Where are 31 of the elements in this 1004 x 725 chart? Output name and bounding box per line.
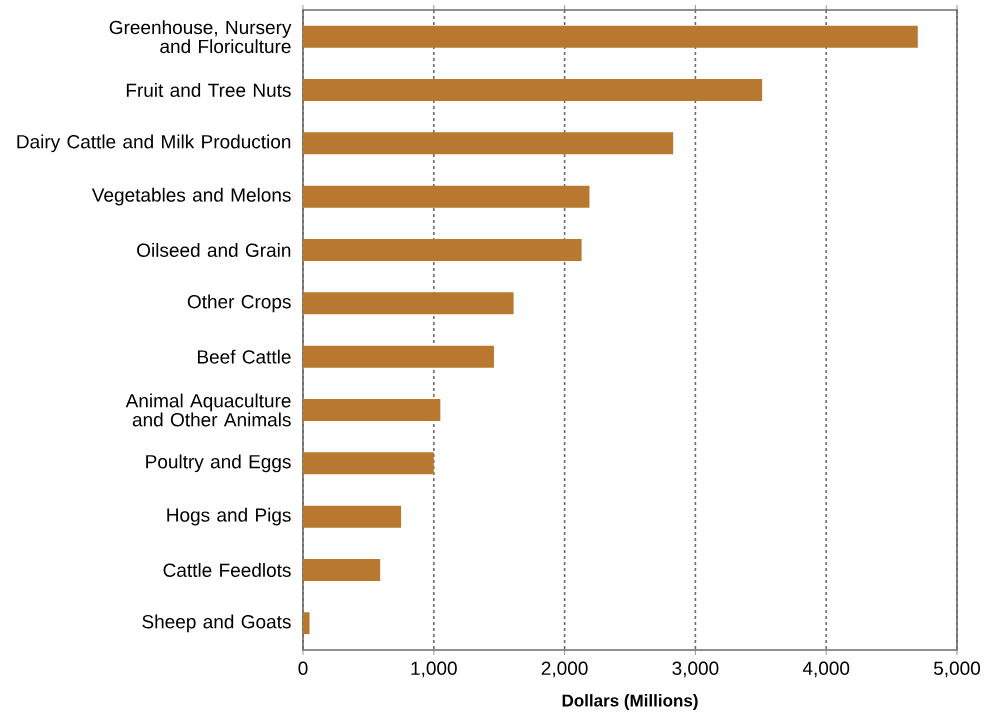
x-tick-label: 3,000 [672, 661, 719, 678]
y-tick-label: Sheep and Goats [142, 614, 291, 633]
bar [303, 185, 590, 208]
bar [303, 452, 434, 475]
bar [303, 505, 402, 528]
bar [303, 79, 763, 101]
x-tick-label: 2,000 [541, 661, 588, 678]
x-axis-title: Dollars (Millions) [562, 694, 698, 710]
y-tick-label: Vegetables and Melons [91, 187, 291, 206]
y-tick-label: Greenhouse, Nursery and Floriculture [109, 20, 292, 54]
bar [303, 292, 514, 315]
y-tick-label: Animal Aquaculture and Other Animals [125, 393, 291, 427]
bar [303, 399, 441, 421]
y-tick-label: Fruit and Tree Nuts [126, 83, 291, 97]
y-tick-label: Hogs and Pigs [167, 507, 291, 526]
bar [303, 239, 582, 261]
y-tick-label: Poultry and Eggs [146, 454, 291, 473]
bar [303, 132, 674, 155]
x-tick-label: 0 [298, 661, 308, 675]
x-tick-label: 5,000 [933, 661, 981, 678]
y-tick-label: Other Crops [187, 294, 291, 313]
y-tick-label: Dairy Cattle and Milk Production [17, 134, 291, 153]
bar [303, 25, 918, 48]
x-tick-label: 1,000 [411, 661, 457, 678]
bar [303, 345, 494, 368]
y-tick-label: Cattle Feedlots [163, 563, 291, 577]
y-tick-label: Oilseed and Grain [137, 243, 291, 257]
bar [303, 612, 310, 635]
bar [303, 559, 381, 581]
x-tick-label: 4,000 [802, 661, 850, 678]
y-tick-label: Beef Cattle [197, 349, 291, 364]
